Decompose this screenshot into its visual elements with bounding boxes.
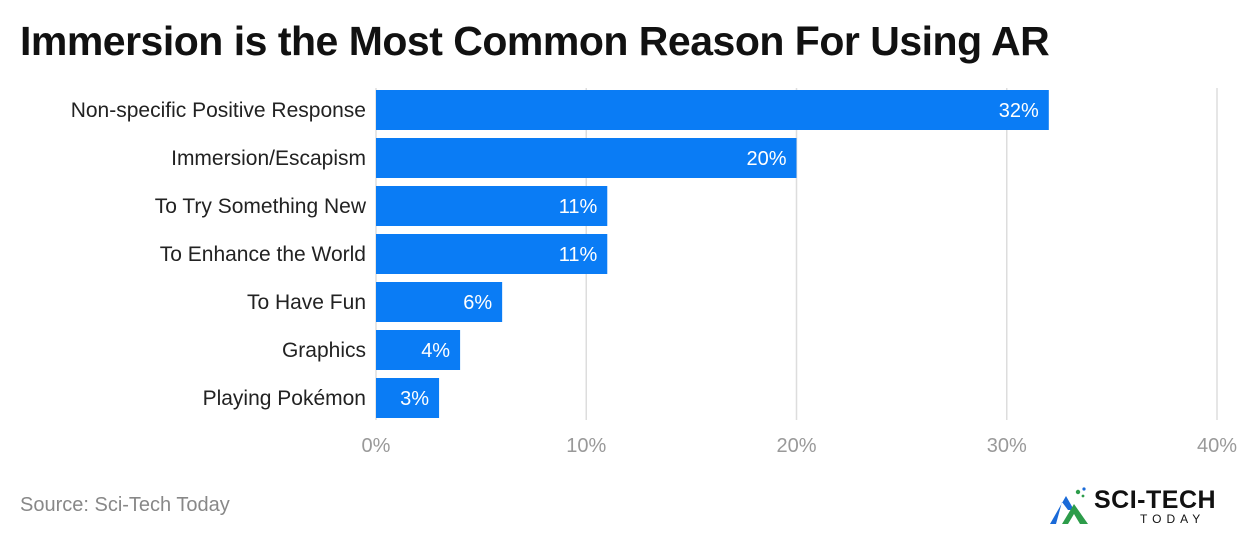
bars: 32% 20% 11% 11% 6% 4% 3% — [376, 90, 1049, 418]
bar-value-label: 11% — [559, 196, 598, 218]
bar-value-label: 4% — [421, 340, 450, 362]
bar — [376, 90, 1049, 130]
category-label: To Have Fun — [247, 291, 366, 314]
bar-value-label: 11% — [559, 244, 598, 266]
category-label: Non-specific Positive Response — [71, 99, 366, 122]
bar — [376, 330, 461, 370]
x-tick-label: 30% — [987, 435, 1027, 457]
category-label: Playing Pokémon — [203, 387, 366, 410]
bar-value-label: 20% — [746, 148, 786, 170]
chart-title: Immersion is the Most Common Reason For … — [20, 18, 1050, 64]
category-labels: Non-specific Positive Response Immersion/… — [71, 99, 367, 410]
bar — [376, 186, 608, 226]
bar — [376, 282, 503, 322]
category-label: Immersion/Escapism — [171, 147, 366, 170]
x-tick-label: 40% — [1197, 435, 1237, 457]
category-label: Graphics — [282, 339, 366, 362]
bar-value-label: 6% — [463, 292, 492, 314]
category-label: To Enhance the World — [160, 243, 366, 266]
source-note: Source: Sci-Tech Today — [20, 494, 230, 516]
bar — [376, 138, 797, 178]
logo-mountain-icon — [1050, 487, 1088, 524]
sci-tech-today-logo: SCI-TECH TODAY — [1048, 484, 1228, 528]
x-tick-label: 20% — [776, 435, 816, 457]
bar — [376, 234, 608, 274]
bar-value-label: 32% — [999, 100, 1039, 122]
x-tick-label: 10% — [566, 435, 606, 457]
bar-value-label: 3% — [400, 388, 429, 410]
logo-text: SCI-TECH — [1094, 486, 1217, 514]
logo-subtext: TODAY — [1140, 512, 1206, 526]
category-label: To Try Something New — [155, 195, 367, 218]
x-axis-tick-labels: 0% 10% 20% 30% 40% — [362, 435, 1238, 457]
bar — [376, 378, 440, 418]
bar-chart: 32% 20% 11% 11% 6% 4% 3% Non-specific Positive… — [71, 88, 1238, 457]
x-tick-label: 0% — [362, 435, 391, 457]
